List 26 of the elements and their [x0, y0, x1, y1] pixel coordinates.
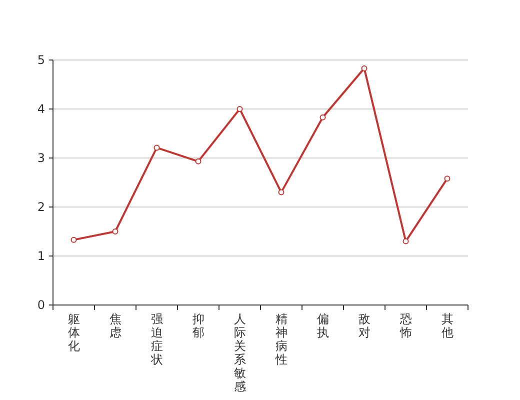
point: [70, 236, 77, 243]
y-tick-label: 0: [37, 298, 45, 312]
y-tick-label: 2: [37, 200, 45, 214]
point: [361, 65, 368, 72]
point: [112, 228, 118, 234]
x-tick-label: 恐怖: [398, 312, 412, 340]
y-tick-label: 3: [37, 151, 45, 165]
x-tick-label: 抑郁: [192, 312, 204, 340]
point: [278, 189, 284, 196]
x-tick-label: 人际关系敏感: [234, 312, 246, 394]
point: [195, 158, 202, 164]
y-tick-label: 1: [37, 249, 45, 263]
x-tick-label: 精神病性: [274, 312, 288, 366]
y-tick-label: 4: [37, 102, 45, 116]
x-tick-label: 敌对: [358, 312, 370, 340]
point: [402, 238, 409, 244]
x-tick-label: 躯体化: [68, 312, 80, 353]
point: [320, 114, 326, 120]
x-tick-label: 强迫症状: [150, 312, 163, 366]
y-tick-label: 5: [37, 53, 45, 67]
x-tick-label: 偏执: [316, 312, 329, 340]
point: [154, 144, 160, 151]
x-tick-label: 其他: [441, 312, 454, 340]
x-tick-label: 焦虑: [109, 312, 122, 340]
point: [444, 176, 450, 182]
point: [236, 106, 243, 112]
